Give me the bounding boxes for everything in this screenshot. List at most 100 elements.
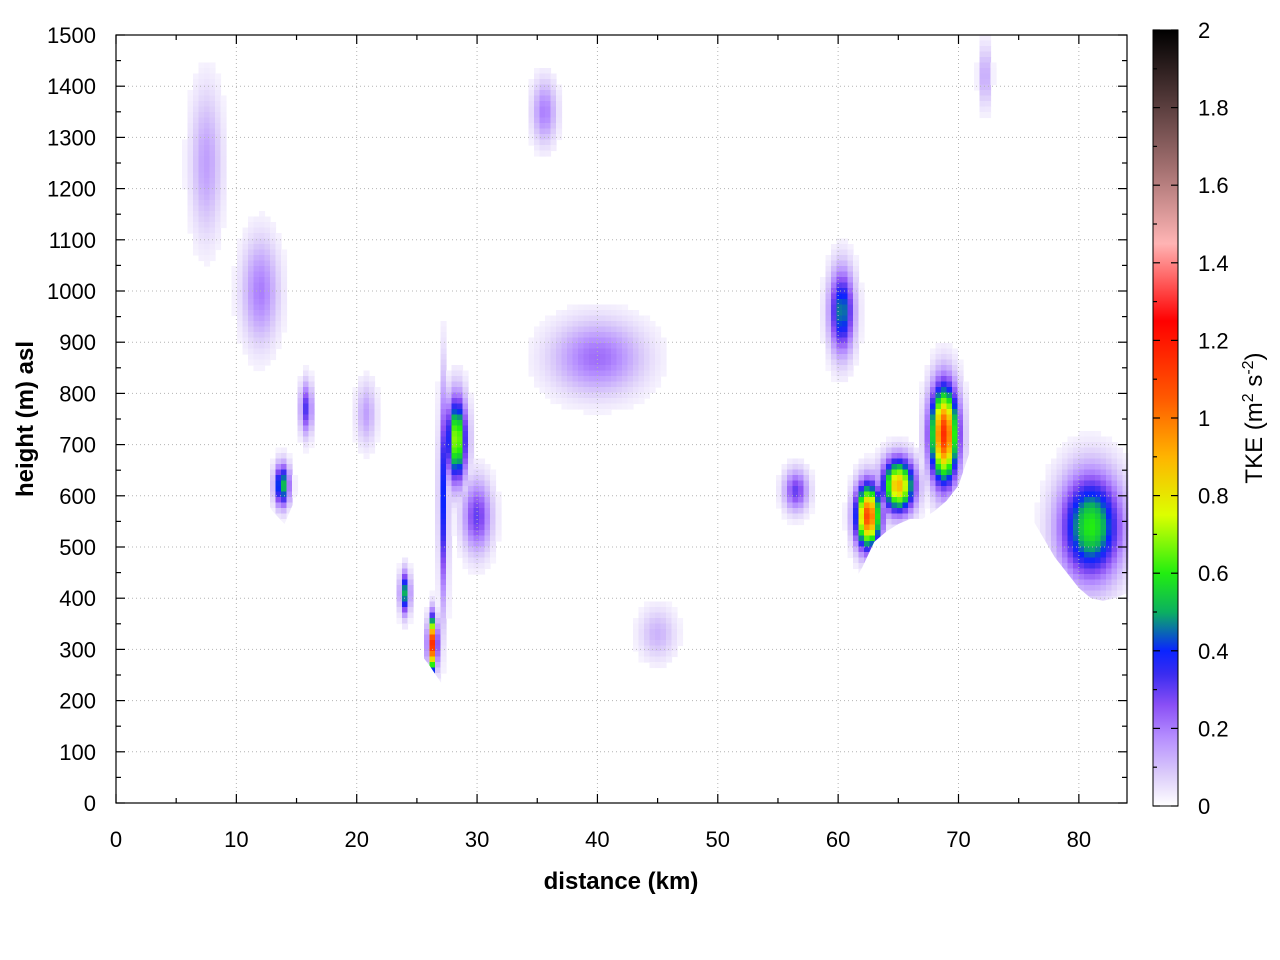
heatmap-cell [776,486,783,493]
heatmap-cell [281,447,288,454]
heatmap-cell [253,227,260,234]
heatmap-cell [440,524,447,531]
heatmap-cell [215,172,222,179]
heatmap-cell [198,205,205,212]
colorbar-tick-label: 1.4 [1198,251,1229,276]
heatmap-cell [259,299,266,306]
heatmap-cell [248,321,255,328]
heatmap-cell [1122,530,1129,537]
heatmap-cell [1111,442,1118,449]
heatmap-cell [435,612,442,619]
heatmap-cell [803,469,810,476]
heatmap-cell [616,376,623,383]
heatmap-cell [831,299,838,306]
heatmap-cell [539,134,546,141]
heatmap-cell [187,167,194,174]
heatmap-cell [858,541,865,548]
heatmap-cell [1117,502,1124,509]
heatmap-cell [924,464,931,471]
heatmap-cell [1062,475,1069,482]
heatmap-cell [187,222,194,229]
heatmap-cell [204,112,211,119]
heatmap-cell [1045,502,1052,509]
heatmap-cell [259,315,266,322]
heatmap-cell [836,293,843,300]
heatmap-cell [534,84,541,91]
heatmap-cell [270,227,277,234]
heatmap-cell [633,618,640,625]
heatmap-cell [561,337,568,344]
heatmap-cell [451,442,458,449]
heatmap-cell [781,480,788,487]
heatmap-cell [660,365,667,372]
heatmap-cell [957,387,964,394]
heatmap-cell [209,123,216,130]
heatmap-cell [979,95,986,102]
heatmap-cell [468,480,475,487]
heatmap-cell [858,282,865,289]
heatmap-cell [957,431,964,438]
heatmap-cell [1106,541,1113,548]
heatmap-cell [468,403,475,410]
heatmap-cell [534,90,541,97]
heatmap-cell [924,475,931,482]
heatmap-cell [869,513,876,520]
colorbar-tick-label: 0.2 [1198,716,1229,741]
heatmap-cell [589,343,596,350]
heatmap-cell [435,579,442,586]
heatmap-cell [358,398,365,405]
heatmap-cell [1089,563,1096,570]
heatmap-cell [836,326,843,333]
heatmap-cell [281,480,288,487]
heatmap-cell [913,480,920,487]
heatmap-cell [275,233,282,240]
heatmap-cell [787,480,794,487]
heatmap-cell [611,343,618,350]
heatmap-cell [182,172,189,179]
heatmap-cell [1122,535,1129,542]
heatmap-cell [1073,557,1080,564]
heatmap-cell [886,475,893,482]
heatmap-cell [468,453,475,460]
heatmap-cell [215,156,222,163]
heatmap-cell [435,673,442,680]
heatmap-cell [435,607,442,614]
heatmap-cell [1051,502,1058,509]
heatmap-cell [462,513,469,520]
heatmap-cell [1073,552,1080,559]
heatmap-cell [275,337,282,344]
heatmap-cell [534,117,541,124]
heatmap-cell [979,46,986,53]
heatmap-cell [627,321,634,328]
heatmap-cell [204,62,211,69]
heatmap-cell [836,332,843,339]
heatmap-cell [215,123,222,130]
heatmap-cell [484,524,491,531]
heatmap-cell [787,469,794,476]
heatmap-cell [451,513,458,520]
heatmap-cell [638,623,645,630]
heatmap-cell [242,277,249,284]
heatmap-cell [259,304,266,311]
heatmap-cell [600,310,607,317]
heatmap-cell [259,216,266,223]
heatmap-cell [270,299,277,306]
heatmap-cell [396,568,403,575]
heatmap-cell [446,568,453,575]
heatmap-cell [556,95,563,102]
heatmap-cell [919,409,926,416]
heatmap-cell [1073,546,1080,553]
heatmap-cell [209,194,216,201]
heatmap-cell [193,117,200,124]
heatmap-cell [622,310,629,317]
heatmap-cell [853,310,860,317]
colorbar-tick-label: 0.4 [1198,639,1229,664]
heatmap-cell [198,244,205,251]
heatmap-cell [957,370,964,377]
heatmap-cell [858,326,865,333]
heatmap-cell [215,84,222,91]
heatmap-cell [1067,442,1074,449]
heatmap-cell [963,387,970,394]
heatmap-cell [281,458,288,465]
heatmap-cell [264,332,271,339]
